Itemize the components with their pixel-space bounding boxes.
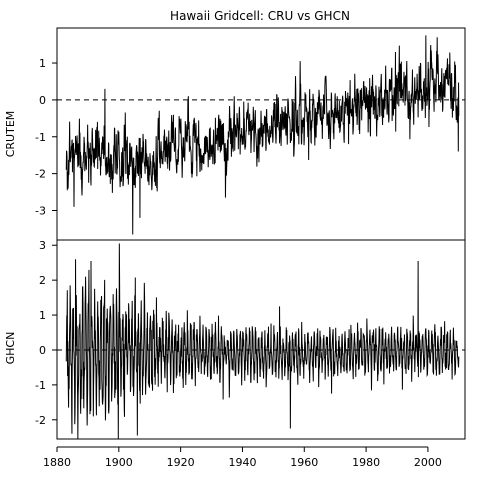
x-tick-label: 1940 [228, 456, 256, 469]
x-tick-label: 2000 [414, 456, 442, 469]
ghcn-axis-title: GHCN [4, 332, 17, 365]
ghcn-panel: 3 2 1 0 -1 -2 GHCN [4, 239, 466, 440]
x-tick-label: 1920 [167, 456, 195, 469]
x-tick-label: 1980 [352, 456, 380, 469]
crutem-series-line [65, 35, 460, 235]
crutem-y-tick-label: -1 [35, 131, 46, 144]
crutem-y-tick-label: 0 [39, 94, 46, 107]
ghcn-series-line [65, 243, 460, 439]
crutem-axis-title: CRUTEM [4, 111, 17, 158]
x-tick-label: 1960 [290, 456, 318, 469]
ghcn-plot-frame [56, 239, 466, 440]
x-tick-label: 1900 [105, 456, 133, 469]
ghcn-y-tick-label: -2 [35, 414, 46, 427]
x-tick-label: 1880 [43, 456, 71, 469]
ghcn-y-tick-label: 1 [39, 309, 46, 322]
ghcn-y-tick-label: 0 [39, 344, 46, 357]
ghcn-y-tick-label: -1 [35, 379, 46, 392]
crutem-y-tick-label: 1 [39, 57, 46, 70]
crutem-panel: 1 0 -1 -2 -3 CRUTEM [4, 27, 466, 241]
chart-title: Hawaii Gridcell: CRU vs GHCN [170, 9, 350, 23]
crutem-y-tick-label: -2 [35, 168, 46, 181]
ghcn-y-tick-label: 3 [39, 239, 46, 252]
x-axis: 1880 1900 1920 1940 1960 1980 2000 [43, 446, 442, 469]
crutem-y-tick-label: -3 [35, 205, 46, 218]
ghcn-y-tick-label: 2 [39, 274, 46, 287]
